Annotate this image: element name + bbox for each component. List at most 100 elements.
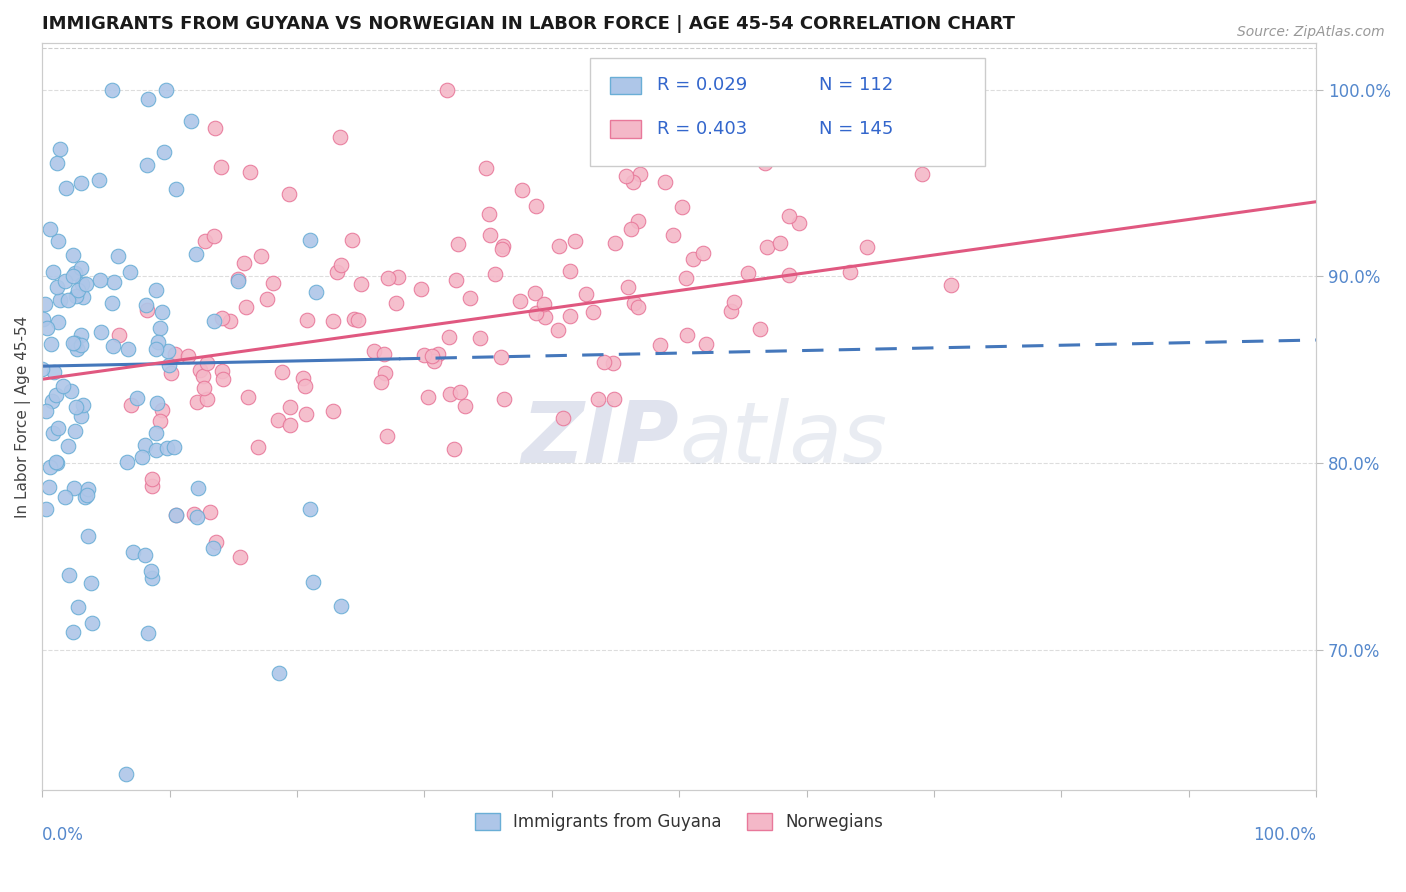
Point	[226, 272, 249, 286]
Point	[374, 366, 396, 380]
Point	[278, 400, 301, 414]
Point	[135, 298, 157, 312]
Y-axis label: In Labor Force | Age 45-54: In Labor Force | Age 45-54	[15, 316, 31, 517]
Point	[377, 271, 399, 285]
Point	[605, 236, 627, 251]
Point	[186, 510, 208, 524]
Point	[256, 292, 278, 306]
Point	[593, 355, 616, 369]
Point	[238, 390, 260, 404]
Point	[329, 130, 352, 145]
Point	[547, 239, 569, 253]
Point	[120, 398, 142, 412]
Point	[66, 600, 89, 615]
Legend: Immigrants from Guyana, Norwegians: Immigrants from Guyana, Norwegians	[468, 806, 890, 838]
Point	[65, 424, 87, 438]
Point	[69, 338, 91, 352]
Point	[62, 481, 84, 495]
Point	[235, 300, 257, 314]
Point	[141, 571, 163, 585]
Point	[55, 490, 77, 504]
Point	[159, 366, 181, 380]
Point	[187, 481, 209, 495]
Point	[267, 413, 290, 427]
Point	[101, 82, 124, 96]
Point	[769, 235, 792, 250]
Point	[62, 625, 84, 640]
Point	[63, 266, 86, 280]
Point	[56, 293, 79, 307]
Point	[427, 346, 450, 360]
Point	[60, 384, 83, 399]
Point	[533, 297, 555, 311]
Point	[787, 216, 810, 230]
Point	[363, 344, 385, 359]
Point	[671, 200, 693, 214]
Point	[35, 404, 58, 418]
Point	[492, 392, 515, 406]
Point	[262, 276, 284, 290]
Point	[108, 328, 131, 343]
Point	[127, 391, 149, 405]
Point	[193, 368, 215, 383]
Point	[582, 304, 605, 318]
Point	[617, 280, 640, 294]
Point	[754, 155, 776, 169]
Point	[326, 264, 349, 278]
Point	[621, 175, 644, 189]
Point	[134, 438, 156, 452]
Point	[219, 314, 242, 328]
Point	[547, 323, 569, 337]
Point	[87, 173, 110, 187]
Point	[65, 289, 87, 303]
Point	[627, 300, 650, 314]
Point	[682, 252, 704, 267]
Point	[856, 240, 879, 254]
Point	[197, 356, 219, 370]
Point	[146, 335, 169, 350]
Point	[156, 441, 179, 455]
Point	[692, 246, 714, 260]
Point	[69, 328, 91, 343]
Point	[226, 274, 249, 288]
Point	[193, 381, 215, 395]
Point	[80, 615, 103, 630]
Point	[72, 290, 94, 304]
Point	[295, 408, 318, 422]
Point	[45, 388, 67, 402]
Point	[76, 488, 98, 502]
Point	[232, 255, 254, 269]
Point	[838, 265, 860, 279]
Point	[444, 273, 467, 287]
Point	[454, 399, 477, 413]
Point	[46, 420, 69, 434]
Point	[560, 309, 582, 323]
Point	[141, 479, 163, 493]
Point	[122, 545, 145, 559]
Point	[62, 268, 84, 283]
Point	[778, 268, 800, 282]
Point	[77, 482, 100, 496]
Point	[211, 311, 233, 326]
Point	[136, 302, 159, 317]
Point	[375, 429, 398, 443]
Point	[103, 338, 125, 352]
Point	[470, 331, 492, 345]
Point	[373, 346, 395, 360]
Point	[107, 249, 129, 263]
Point	[751, 122, 773, 136]
Point	[205, 535, 228, 549]
Point	[723, 294, 745, 309]
Point	[211, 364, 233, 378]
Point	[491, 350, 513, 364]
Point	[491, 242, 513, 256]
Text: IMMIGRANTS FROM GUYANA VS NORWEGIAN IN LABOR FORCE | AGE 45-54 CORRELATION CHART: IMMIGRANTS FROM GUYANA VS NORWEGIAN IN L…	[42, 15, 1015, 33]
Point	[89, 273, 111, 287]
Point	[614, 82, 637, 96]
FancyBboxPatch shape	[591, 58, 986, 166]
Point	[439, 330, 461, 344]
Point	[269, 665, 291, 680]
Point	[340, 233, 363, 247]
Point	[46, 279, 69, 293]
Point	[46, 156, 69, 170]
